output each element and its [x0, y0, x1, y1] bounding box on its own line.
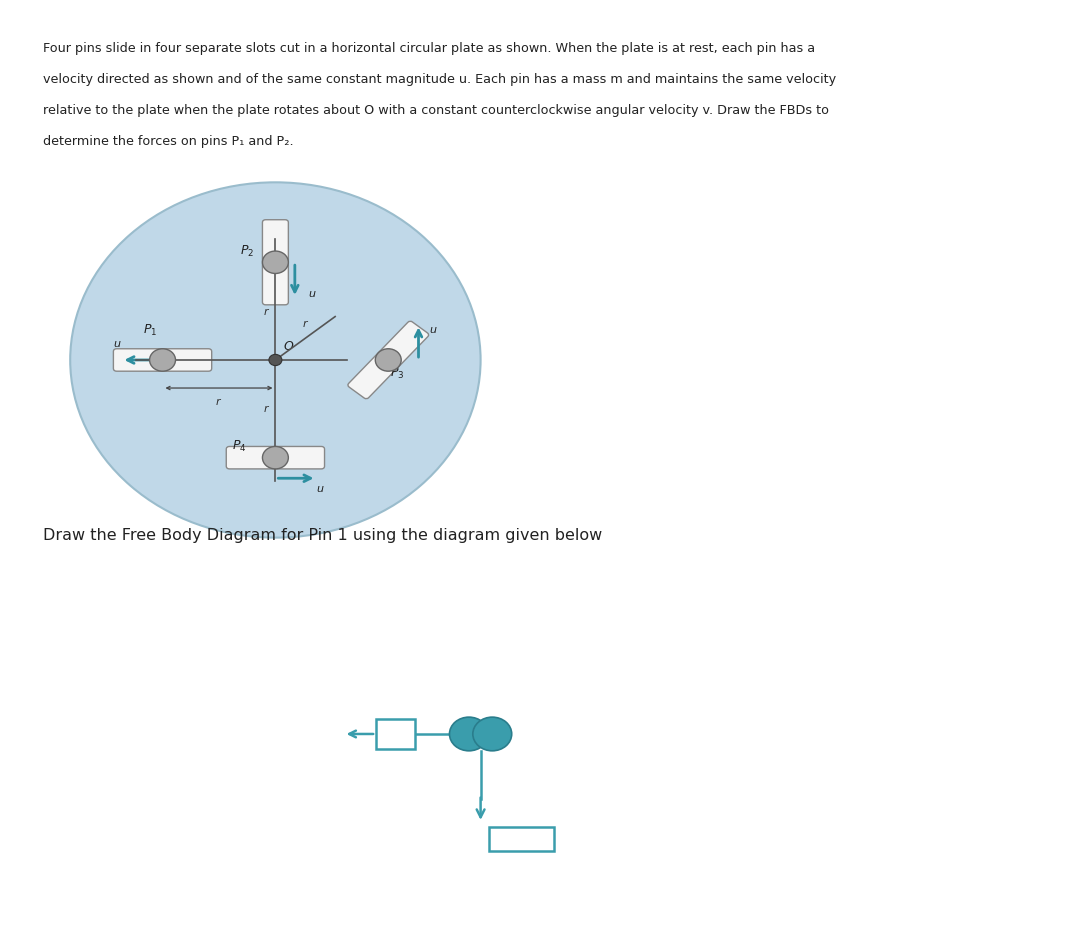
Text: $u$: $u$: [430, 325, 437, 335]
FancyBboxPatch shape: [113, 349, 212, 371]
Circle shape: [449, 717, 488, 751]
Text: B: B: [464, 727, 474, 741]
FancyBboxPatch shape: [348, 321, 429, 399]
Text: determine the forces on pins P₁ and P₂.: determine the forces on pins P₁ and P₂.: [43, 135, 294, 148]
Text: Draw the Free Body Diagram for Pin 1 using the diagram given below: Draw the Free Body Diagram for Pin 1 usi…: [43, 528, 603, 543]
Text: relative to the plate when the plate rotates about O with a constant countercloc: relative to the plate when the plate rot…: [43, 104, 829, 117]
Circle shape: [262, 447, 288, 469]
Circle shape: [70, 182, 481, 538]
Text: velocity directed as shown and of the same constant magnitude u. Each pin has a : velocity directed as shown and of the sa…: [43, 73, 836, 86]
Text: $r$: $r$: [262, 306, 270, 317]
FancyBboxPatch shape: [376, 719, 415, 749]
Text: $P_3$: $P_3$: [391, 366, 405, 381]
Text: $r$: $r$: [262, 403, 270, 414]
Text: $P_1$: $P_1$: [143, 323, 158, 338]
Circle shape: [262, 251, 288, 273]
Text: $r$: $r$: [215, 396, 222, 408]
Text: A: A: [487, 727, 498, 741]
Circle shape: [376, 349, 402, 371]
Text: W=mg: W=mg: [500, 832, 543, 845]
Text: $u$: $u$: [316, 484, 325, 494]
Text: $u$: $u$: [113, 338, 121, 349]
Text: $P_2$: $P_2$: [240, 243, 254, 258]
Text: $P_4$: $P_4$: [232, 439, 246, 454]
FancyBboxPatch shape: [489, 827, 554, 851]
Text: Four pins slide in four separate slots cut in a horizontal circular plate as sho: Four pins slide in four separate slots c…: [43, 42, 815, 55]
Circle shape: [149, 349, 175, 371]
Text: $O$: $O$: [283, 340, 295, 353]
Text: $r$: $r$: [301, 318, 309, 329]
Text: $u$: $u$: [308, 289, 316, 299]
Circle shape: [473, 717, 512, 751]
FancyBboxPatch shape: [227, 447, 324, 469]
FancyBboxPatch shape: [262, 220, 288, 305]
Circle shape: [269, 354, 282, 366]
Text: N: N: [390, 727, 401, 741]
